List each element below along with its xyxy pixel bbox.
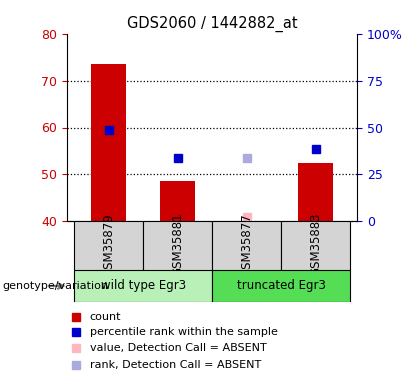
Bar (74, 270, 212, 302)
Text: value, Detection Call = ABSENT: value, Detection Call = ABSENT (89, 343, 266, 353)
Text: truncated Egr3: truncated Egr3 (236, 279, 326, 292)
Bar (74, 221, 143, 270)
Bar (212, 270, 350, 302)
Text: GSM35877: GSM35877 (240, 213, 253, 276)
Bar (298, 163, 333, 221)
Text: GSM35881: GSM35881 (171, 213, 184, 276)
Text: genotype/variation: genotype/variation (2, 281, 108, 291)
Bar (160, 182, 195, 221)
Bar (143, 221, 212, 270)
Text: percentile rank within the sample: percentile rank within the sample (89, 327, 278, 337)
Bar (281, 221, 350, 270)
Bar (92, 64, 126, 221)
Title: GDS2060 / 1442882_at: GDS2060 / 1442882_at (127, 16, 297, 32)
Text: count: count (89, 312, 121, 322)
Text: rank, Detection Call = ABSENT: rank, Detection Call = ABSENT (89, 360, 261, 370)
Text: GSM35883: GSM35883 (309, 213, 322, 276)
Text: wild type Egr3: wild type Egr3 (100, 279, 186, 292)
Bar (212, 221, 281, 270)
Text: GSM35879: GSM35879 (102, 213, 115, 276)
